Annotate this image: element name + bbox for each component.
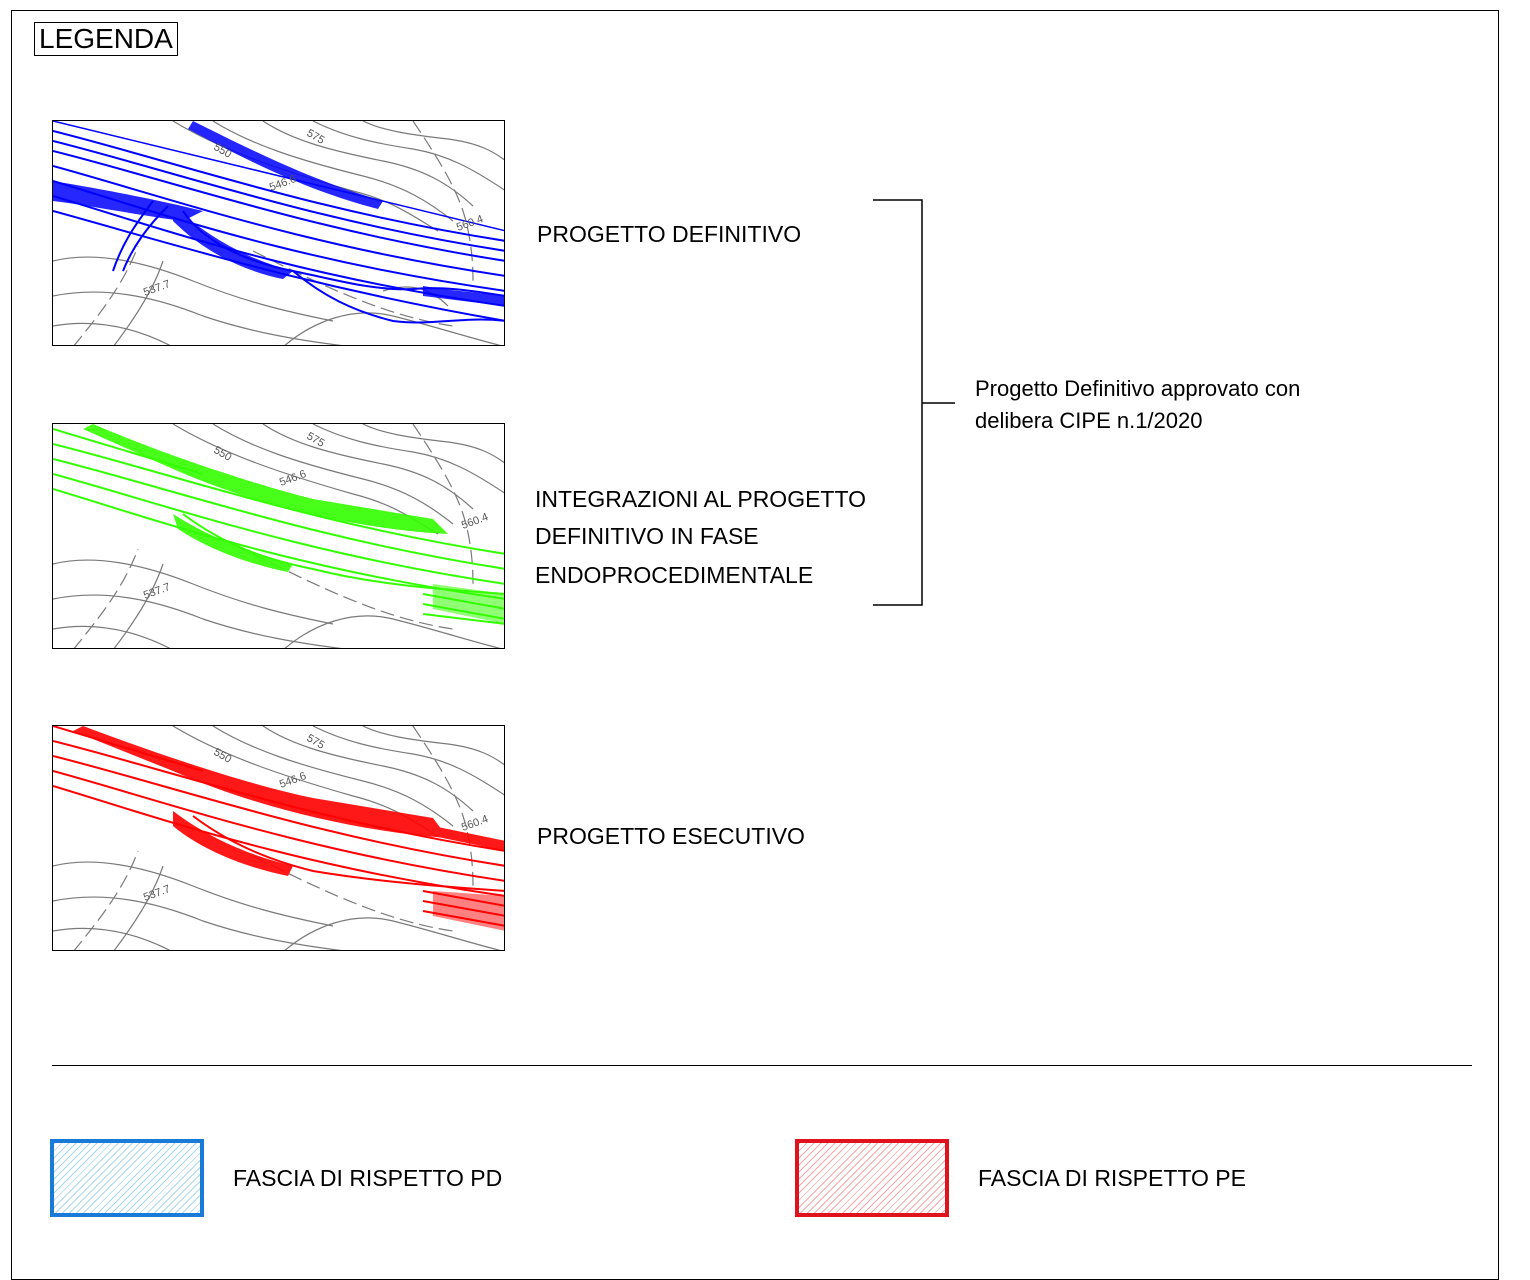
label-fascia-pe: FASCIA DI RISPETTO PE <box>978 1165 1246 1191</box>
thumbnail-progetto-esecutivo: 550 575 546.6 560.4 537.7 <box>52 725 505 951</box>
label-progetto-definitivo: PROGETTO DEFINITIVO <box>537 221 802 247</box>
contour-label: 537.7 <box>142 581 172 602</box>
contour-label: 537.7 <box>142 883 172 904</box>
label-integrazioni-line-2: DEFINITIVO IN FASE <box>535 523 759 549</box>
contour-lines <box>53 726 504 950</box>
label-progetto-esecutivo: PROGETTO ESECUTIVO <box>537 823 805 849</box>
contour-label: 546.6 <box>268 173 298 194</box>
contour-label: 575 <box>305 430 327 450</box>
hatched-band <box>83 424 504 624</box>
bracket-note-line-2: delibera CIPE n.1/2020 <box>975 408 1203 433</box>
alignment-lines <box>53 726 504 927</box>
label-fascia-pd: FASCIA DI RISPETTO PD <box>233 1165 503 1191</box>
contour-label: 560.4 <box>460 511 490 532</box>
hatched-band <box>73 726 504 931</box>
section-divider <box>52 1065 1472 1066</box>
legend-title: LEGENDA <box>34 22 178 56</box>
contour-label: 560.4 <box>455 213 485 234</box>
contour-label: 575 <box>305 732 327 752</box>
contour-label: 546.6 <box>278 770 308 791</box>
group-bracket <box>873 199 955 606</box>
contour-label: 575 <box>305 127 327 147</box>
contour-label: 560.4 <box>460 813 490 834</box>
bracket-note-line-1: Progetto Definitivo approvato con <box>975 376 1301 401</box>
contour-label: 537.7 <box>142 278 172 299</box>
thumbnail-progetto-definitivo: 550 575 546.6 560.4 537.7 <box>52 120 505 346</box>
contour-label: 550 <box>212 444 234 464</box>
contour-label: 550 <box>212 746 234 766</box>
swatch-fascia-pd <box>50 1139 204 1217</box>
alignment-lines <box>53 428 504 625</box>
hatched-band <box>53 121 504 306</box>
label-integrazioni-line-3: ENDOPROCEDIMENTALE <box>535 562 814 588</box>
label-integrazioni-line-1: INTEGRAZIONI AL PROGETTO <box>535 486 866 512</box>
thumbnail-integrazioni: 550 575 546.6 560.4 537.7 <box>52 423 505 649</box>
contour-lines <box>53 121 504 345</box>
swatch-fascia-pe <box>795 1139 949 1217</box>
contour-label: 546.6 <box>278 468 308 489</box>
